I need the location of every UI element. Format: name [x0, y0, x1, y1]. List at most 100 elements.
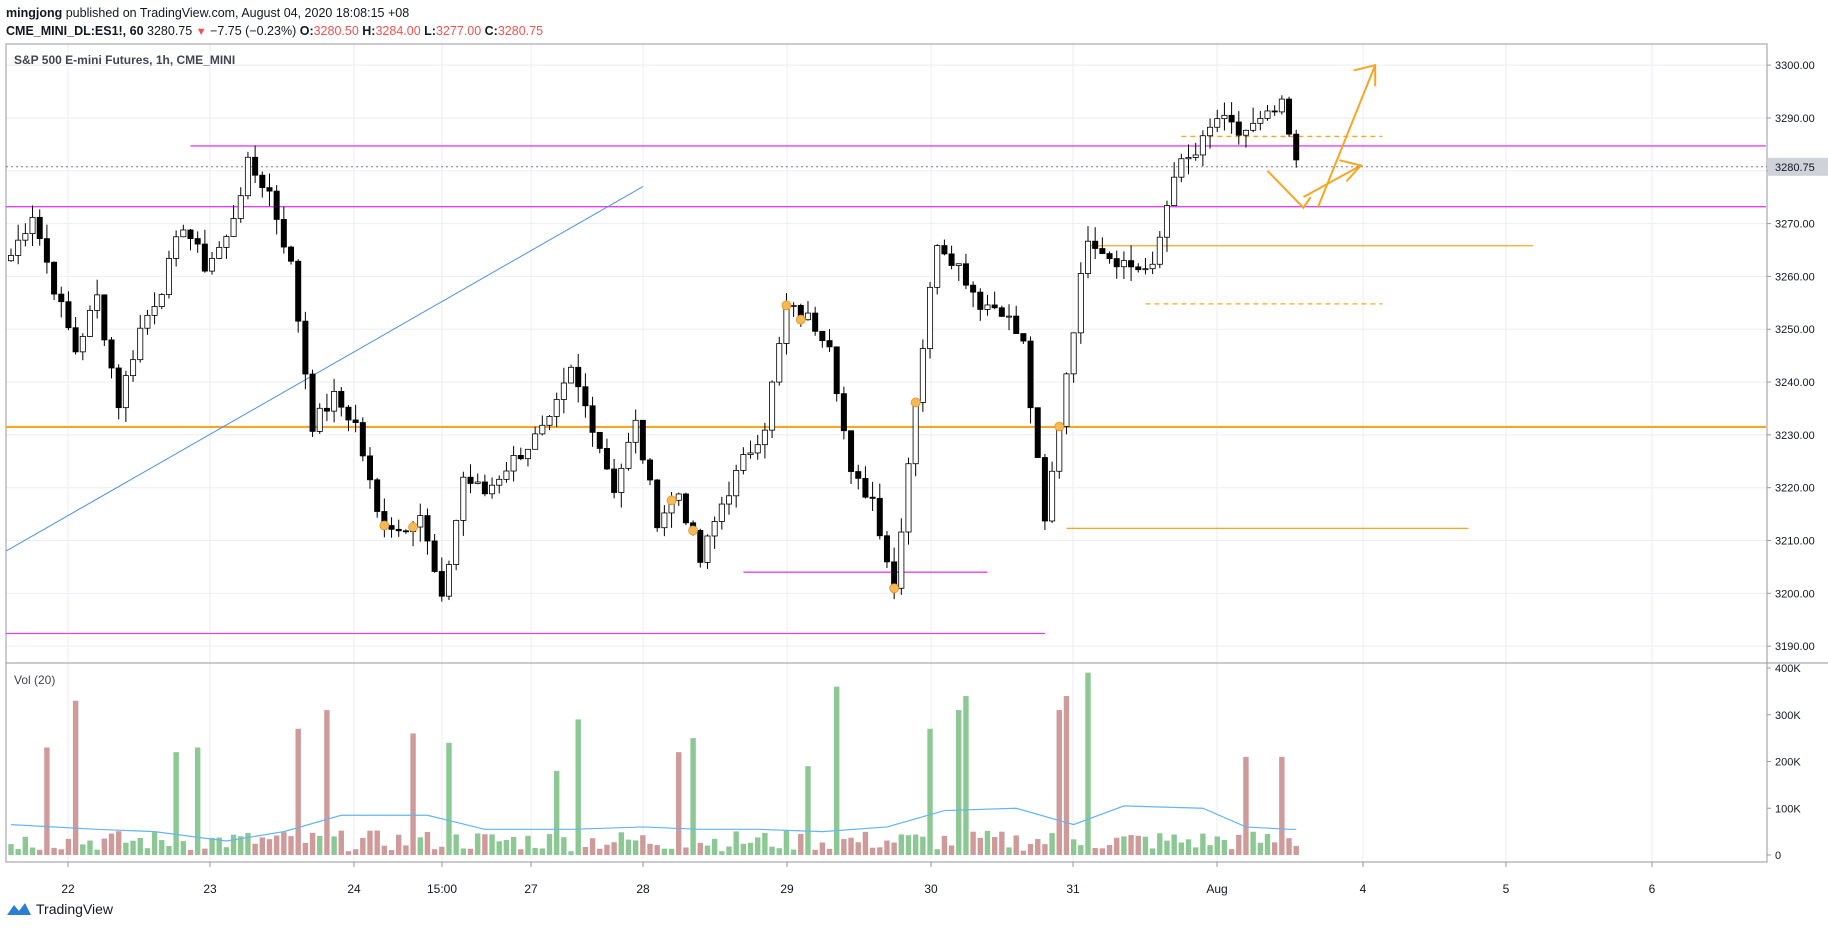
candle-body [1228, 114, 1235, 123]
volume-bar [834, 686, 840, 855]
y-tick-label: 3240.00 [1775, 377, 1815, 389]
volume-bar [668, 848, 675, 855]
volume-bar [1128, 835, 1134, 855]
volume-bar [424, 831, 431, 855]
volume-bar [1264, 833, 1271, 855]
candle-body [682, 493, 689, 524]
candle-body [568, 366, 575, 384]
x-tick-label: Aug [1206, 882, 1227, 896]
candle-body [180, 229, 187, 238]
candle-body [1156, 236, 1163, 265]
volume-bar [1085, 672, 1091, 855]
volume-bar [431, 849, 438, 855]
candle-body [366, 455, 373, 481]
x-tick-label: 4 [1360, 882, 1367, 896]
volume-bar [202, 848, 208, 855]
x-tick-label: 30 [924, 882, 938, 896]
candle-body [496, 478, 503, 486]
last-price: 3280.75 [147, 24, 193, 38]
candle-body [1063, 373, 1070, 427]
volume-bar [704, 845, 711, 855]
volume-bar [589, 838, 596, 855]
target-arrow [1316, 64, 1377, 209]
candle-body [704, 535, 711, 563]
volume-bar [37, 849, 43, 855]
volume-bar [747, 842, 754, 855]
candle-body [603, 448, 610, 470]
volume-bar [905, 835, 912, 855]
publisher-name[interactable]: mingjong [6, 6, 63, 20]
y-tick-label: 3250.00 [1775, 324, 1815, 336]
volume-bar [87, 840, 93, 855]
volume-bar [1135, 835, 1141, 855]
volume-bar [108, 833, 115, 855]
volume-bar [123, 842, 129, 855]
volume-bar [1257, 842, 1264, 855]
candle-body [467, 476, 474, 484]
candle-body [747, 452, 754, 455]
candle-body [1027, 340, 1034, 409]
candle-body [173, 236, 180, 259]
volume-bar [891, 842, 897, 855]
candle-body [819, 330, 826, 341]
high-label: H: [362, 24, 376, 38]
candle-body [438, 571, 445, 597]
candle-body [395, 528, 402, 532]
candle-body [1092, 240, 1099, 249]
volume-bar [769, 846, 775, 855]
candle-body [761, 429, 768, 446]
candle-body [848, 430, 855, 472]
volume-bar [862, 831, 869, 855]
volume-bar [1092, 847, 1098, 855]
candle-body [374, 479, 381, 512]
event-markers [379, 300, 1065, 594]
candle-body [15, 239, 22, 256]
volume-bar [1042, 844, 1048, 855]
candle-body [639, 419, 646, 461]
volume-bar [467, 848, 474, 855]
current-price-tag [1768, 157, 1828, 176]
volume-bar [1149, 848, 1156, 855]
candle-body [869, 496, 876, 499]
volume-bar [1049, 833, 1055, 855]
candle-body [79, 335, 86, 353]
volume-bar [439, 846, 445, 855]
x-tick-label: 22 [61, 882, 75, 896]
down-arrow-icon: ▼ [195, 26, 207, 38]
candle-body [244, 156, 251, 197]
candle-body [230, 218, 237, 237]
candle-body [1077, 273, 1084, 334]
volume-bar [1214, 836, 1220, 855]
projection-arrow [1302, 164, 1362, 199]
x-tick-label: 28 [636, 882, 650, 896]
candle-body [611, 468, 618, 493]
tradingview-logo[interactable]: TradingView [6, 900, 113, 918]
ohlc-line: CME_MINI_DL:ES1!, 60 3280.75 ▼ −7.75 (−0… [6, 22, 543, 41]
y-tick-label: 3210.00 [1775, 536, 1815, 548]
candle-body [280, 219, 287, 248]
candle-body [323, 407, 330, 412]
volume-bar [496, 841, 502, 855]
volume-bar [352, 849, 359, 855]
candle-body [151, 306, 158, 316]
candle-body [582, 386, 589, 407]
volume-bar [159, 840, 165, 855]
volume-bar [302, 842, 309, 855]
candle-body [1286, 98, 1293, 135]
low-value: 3277.00 [435, 24, 482, 38]
volume-bar [826, 848, 833, 855]
candle-body [934, 245, 941, 288]
volume-bar [941, 835, 948, 855]
candle-body [912, 402, 919, 465]
candle-body [539, 424, 546, 435]
volume-bar [503, 839, 510, 855]
volume-bar [697, 842, 703, 855]
candle-body [718, 503, 725, 522]
volume-bar [611, 842, 617, 855]
volume-bar [1279, 756, 1285, 855]
candle-body [101, 294, 108, 341]
target-arrow-head [1353, 63, 1377, 87]
volume-bar [790, 849, 797, 855]
volume-bar [711, 838, 718, 855]
